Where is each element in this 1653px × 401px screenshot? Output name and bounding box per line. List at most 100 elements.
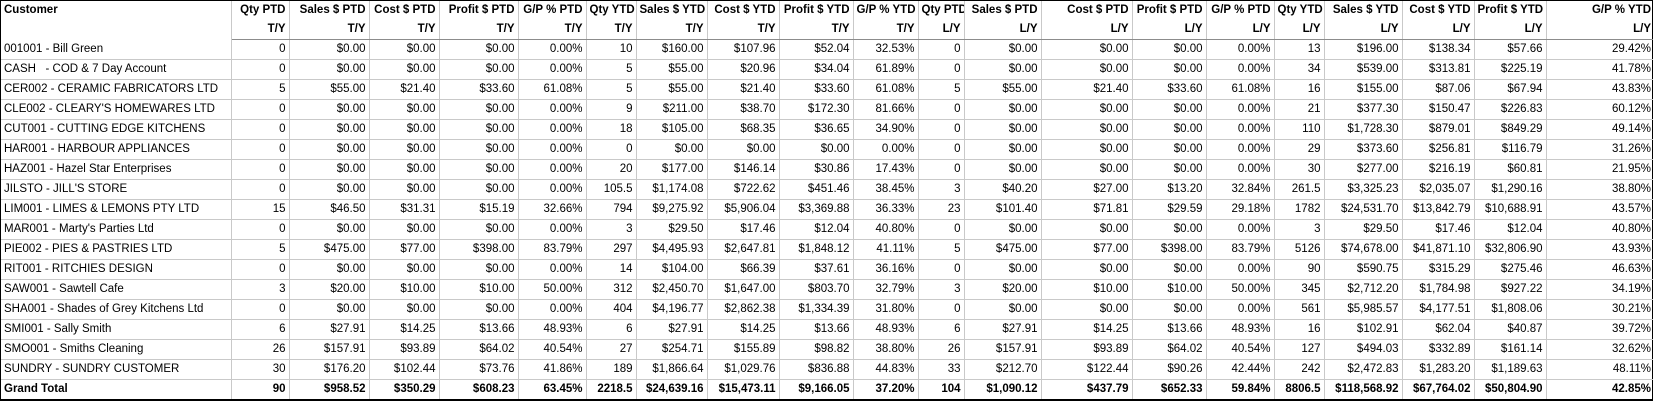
customer-row[interactable]: CLE002 - CLEARY'S HOMEWARES LTD 0 $0.00 $0.… — [1, 99, 1653, 120]
value-cell-g-p-ytd-t-y[interactable]: 32.79% — [853, 279, 919, 300]
value-cell-cost-ytd-t-y[interactable]: $5,906.04 — [707, 199, 780, 220]
value-cell-cost-ptd-t-y[interactable]: $0.00 — [369, 99, 440, 120]
value-cell-g-p-ytd-t-y[interactable]: 61.08% — [853, 79, 919, 100]
value-cell-g-p-ytd-l-y[interactable]: 31.26% — [1546, 139, 1653, 160]
value-cell-profit-ptd-t-y[interactable]: $0.00 — [439, 139, 519, 160]
value-cell-sales-ptd-l-y[interactable]: $101.40 — [964, 199, 1042, 220]
value-cell-cost-ytd-l-y[interactable]: $332.89 — [1402, 339, 1475, 360]
value-cell-g-p-ytd-t-y[interactable]: 44.83% — [853, 359, 919, 380]
value-cell-profit-ptd-l-y[interactable]: $13.20 — [1132, 179, 1207, 200]
customer-row[interactable]: SMI001 - Sally Smith 6 $27.91 $14.25 $13.66 4… — [1, 319, 1653, 340]
value-cell-qty-ytd-l-y[interactable]: 30 — [1274, 159, 1325, 180]
value-cell-g-p-ptd-t-y[interactable]: 0.00% — [518, 179, 587, 200]
value-cell-qty-ptd-t-y[interactable]: 15 — [231, 199, 290, 220]
value-cell-qty-ytd-l-y[interactable]: 21 — [1274, 99, 1325, 120]
value-cell-profit-ytd-l-y[interactable]: $927.22 — [1474, 279, 1547, 300]
value-cell-qty-ptd-l-y[interactable]: 0 — [918, 139, 965, 160]
value-cell-sales-ytd-t-y[interactable]: $27.91 — [636, 319, 708, 340]
value-cell-g-p-ptd-t-y[interactable]: 48.93% — [518, 319, 587, 340]
value-cell-sales-ptd-t-y[interactable]: $0.00 — [289, 159, 370, 180]
value-cell-sales-ytd-l-y[interactable]: $277.00 — [1324, 159, 1403, 180]
value-cell-cost-ytd-l-y[interactable]: $4,177.51 — [1402, 299, 1475, 320]
value-cell-qty-ptd-t-y[interactable]: 0 — [231, 59, 290, 80]
value-cell-cost-ptd-t-y[interactable]: $21.40 — [369, 79, 440, 100]
value-cell-sales-ptd-l-y[interactable]: $0.00 — [964, 159, 1042, 180]
value-cell-cost-ytd-l-y[interactable]: $62.04 — [1402, 319, 1475, 340]
value-cell-qty-ptd-t-y[interactable]: 0 — [231, 219, 290, 240]
value-cell-sales-ptd-t-y[interactable]: $0.00 — [289, 139, 370, 160]
value-cell-profit-ytd-t-y[interactable]: $30.86 — [779, 159, 854, 180]
value-cell-g-p-ytd-l-y[interactable]: 39.72% — [1546, 319, 1653, 340]
value-cell-profit-ptd-t-y[interactable]: $0.00 — [439, 159, 519, 180]
value-cell-g-p-ptd-t-y[interactable]: 0.00% — [518, 139, 587, 160]
value-cell-sales-ytd-t-y[interactable]: $104.00 — [636, 259, 708, 280]
value-cell-g-p-ptd-t-y[interactable]: 0.00% — [518, 119, 587, 140]
value-cell-profit-ytd-t-y[interactable]: $98.82 — [779, 339, 854, 360]
value-cell-sales-ytd-t-y[interactable]: $211.00 — [636, 99, 708, 120]
value-cell-g-p-ytd-l-y[interactable]: 60.12% — [1546, 99, 1653, 120]
value-cell-g-p-ptd-t-y[interactable]: 0.00% — [518, 219, 587, 240]
value-cell-sales-ytd-l-y[interactable]: $539.00 — [1324, 59, 1403, 80]
value-cell-cost-ptd-t-y[interactable]: $0.00 — [369, 219, 440, 240]
value-cell-profit-ptd-l-y[interactable]: $64.02 — [1132, 339, 1207, 360]
value-cell-sales-ptd-t-y[interactable]: $0.00 — [289, 99, 370, 120]
value-cell-g-p-ytd-l-y[interactable]: 30.21% — [1546, 299, 1653, 320]
value-cell-profit-ytd-l-y[interactable]: $32,806.90 — [1474, 239, 1547, 260]
value-cell-profit-ytd-t-y[interactable]: $33.60 — [779, 79, 854, 100]
value-cell-qty-ytd-l-y[interactable]: 1782 — [1274, 199, 1325, 220]
value-cell-cost-ptd-t-y[interactable]: $0.00 — [369, 259, 440, 280]
value-cell-g-p-ytd-l-y[interactable]: 43.57% — [1546, 199, 1653, 220]
value-cell-sales-ptd-l-y[interactable]: $0.00 — [964, 39, 1042, 60]
value-cell-qty-ptd-t-y[interactable]: 26 — [231, 339, 290, 360]
value-cell-sales-ptd-l-y[interactable]: $20.00 — [964, 279, 1042, 300]
value-cell-qty-ytd-t-y[interactable]: 312 — [586, 279, 637, 300]
value-cell-cost-ytd-l-y[interactable]: $1,784.98 — [1402, 279, 1475, 300]
value-cell-cost-ytd-l-y[interactable]: $315.29 — [1402, 259, 1475, 280]
value-cell-g-p-ptd-l-y[interactable]: 0.00% — [1206, 159, 1275, 180]
value-cell-sales-ytd-l-y[interactable]: $24,531.70 — [1324, 199, 1403, 220]
value-cell-profit-ytd-l-y[interactable]: $1,290.16 — [1474, 179, 1547, 200]
value-cell-g-p-ptd-t-y[interactable]: 0.00% — [518, 299, 587, 320]
value-cell-g-p-ptd-l-y[interactable]: 0.00% — [1206, 39, 1275, 60]
value-cell-qty-ptd-t-y[interactable]: 30 — [231, 359, 290, 380]
value-cell-qty-ptd-t-y[interactable]: 0 — [231, 179, 290, 200]
value-cell-cost-ptd-t-y[interactable]: $14.25 — [369, 319, 440, 340]
value-cell-g-p-ptd-t-y[interactable]: 0.00% — [518, 59, 587, 80]
value-cell-sales-ptd-t-y[interactable]: $475.00 — [289, 239, 370, 260]
value-cell-profit-ptd-l-y[interactable]: $0.00 — [1132, 159, 1207, 180]
customer-row[interactable]: HAZ001 - Hazel Star Enterprises 0 $0.00 $0.… — [1, 159, 1653, 180]
value-cell-profit-ytd-t-y[interactable]: $13.66 — [779, 319, 854, 340]
value-cell-cost-ytd-t-y[interactable]: $107.96 — [707, 39, 780, 60]
value-cell-g-p-ptd-t-y[interactable]: 83.79% — [518, 239, 587, 260]
value-cell-profit-ytd-t-y[interactable]: $52.04 — [779, 39, 854, 60]
value-cell-cost-ptd-l-y[interactable]: $0.00 — [1041, 39, 1133, 60]
value-cell-sales-ptd-l-y[interactable]: $55.00 — [964, 79, 1042, 100]
value-cell-g-p-ptd-l-y[interactable]: 0.00% — [1206, 139, 1275, 160]
value-cell-cost-ptd-l-y[interactable]: $14.25 — [1041, 319, 1133, 340]
value-cell-sales-ytd-t-y[interactable]: $9,275.92 — [636, 199, 708, 220]
value-cell-cost-ytd-t-y[interactable]: $722.62 — [707, 179, 780, 200]
value-cell-profit-ytd-t-y[interactable]: $451.46 — [779, 179, 854, 200]
value-cell-qty-ytd-t-y[interactable]: 297 — [586, 239, 637, 260]
value-cell-sales-ptd-l-y[interactable]: $0.00 — [964, 119, 1042, 140]
customer-cell[interactable]: SAW001 - Sawtell Cafe — [1, 279, 232, 300]
value-cell-sales-ptd-l-y[interactable]: $475.00 — [964, 239, 1042, 260]
value-cell-profit-ytd-l-y[interactable]: $1,808.06 — [1474, 299, 1547, 320]
value-cell-profit-ptd-t-y[interactable]: $0.00 — [439, 59, 519, 80]
value-cell-g-p-ptd-t-y[interactable]: 61.08% — [518, 79, 587, 100]
value-cell-cost-ytd-l-y[interactable]: $1,283.20 — [1402, 359, 1475, 380]
value-cell-g-p-ptd-t-y[interactable]: 41.86% — [518, 359, 587, 380]
value-cell-qty-ptd-l-y[interactable]: 5 — [918, 79, 965, 100]
value-cell-cost-ytd-t-y[interactable]: $1,029.76 — [707, 359, 780, 380]
value-cell-qty-ytd-t-y[interactable]: 794 — [586, 199, 637, 220]
value-cell-sales-ytd-t-y[interactable]: $0.00 — [636, 139, 708, 160]
value-cell-cost-ytd-t-y[interactable]: $0.00 — [707, 139, 780, 160]
value-cell-cost-ptd-t-y[interactable]: $0.00 — [369, 39, 440, 60]
value-cell-cost-ptd-l-y[interactable]: $10.00 — [1041, 279, 1133, 300]
customer-row[interactable]: MAR001 - Marty's Parties Ltd 0 $0.00 $0.00 $… — [1, 219, 1653, 240]
value-cell-cost-ptd-l-y[interactable]: $0.00 — [1041, 59, 1133, 80]
value-cell-profit-ytd-l-y[interactable]: $116.79 — [1474, 139, 1547, 160]
customer-row[interactable]: HAR001 - HARBOUR APPLIANCES 0 $0.00 $0.00 $0… — [1, 139, 1653, 160]
value-cell-cost-ptd-l-y[interactable]: $0.00 — [1041, 99, 1133, 120]
value-cell-profit-ptd-t-y[interactable]: $64.02 — [439, 339, 519, 360]
